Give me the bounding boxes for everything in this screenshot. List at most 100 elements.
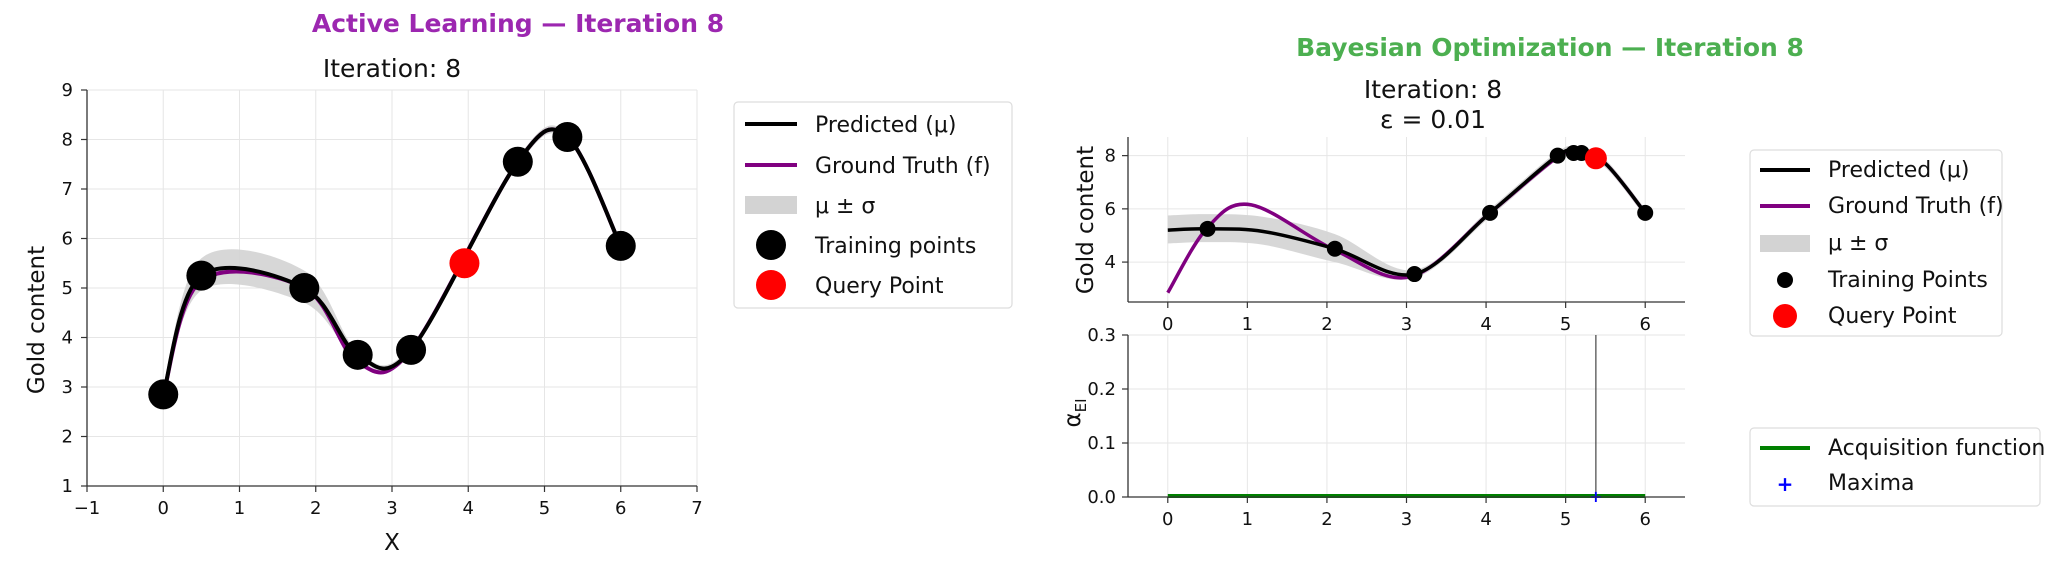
ei-tick-labels: 0 1 2 3 4 5 6 0.0 0.1 0.2 0.3 — [1087, 325, 1651, 530]
bo-ytick-2: 8 — [1105, 146, 1116, 167]
al-ylabel: Gold content — [24, 246, 50, 394]
ei-xtick-3: 3 — [1401, 509, 1412, 530]
al-legend-query: Query Point — [815, 274, 944, 299]
bo-training-point-1 — [1326, 240, 1343, 257]
al-suptitle: Active Learning — Iteration 8 — [312, 9, 724, 38]
active-learning-panel: Active Learning — Iteration 8 Iteration:… — [24, 9, 1013, 556]
bo-tick-labels: 0 1 2 3 4 5 6 4 6 8 — [1105, 146, 1651, 335]
ei-xtick-6: 6 — [1639, 509, 1650, 530]
ei-xtick-0: 0 — [1162, 509, 1173, 530]
al-legend-frame — [733, 101, 1013, 309]
al-ytick-4: 5 — [62, 278, 73, 299]
al-training-point-0 — [148, 379, 179, 410]
bo-band-area — [1167, 145, 1646, 280]
bo-training-point-3 — [1482, 204, 1499, 221]
al-training-point-5 — [502, 146, 533, 177]
bo-legend-query-swatch — [1773, 304, 1797, 328]
al-training-point-7 — [605, 230, 636, 261]
al-xlabel: X — [384, 530, 400, 556]
bayesian-optimization-panel: Bayesian Optimization — Iteration 8 Iter… — [1060, 33, 2045, 530]
bo-legend-frame — [1749, 149, 2003, 337]
bo-legend-truth: Ground Truth (f) — [1828, 194, 2004, 219]
ei-legend-maxima: Maxima — [1828, 471, 1915, 496]
al-legend-band: μ ± σ — [815, 194, 875, 219]
bo-axes-title-line2: ε = 0.01 — [1380, 105, 1486, 134]
ei-legend: Acquisition function + Maxima — [1749, 427, 2045, 507]
bo-ytick-1: 6 — [1105, 199, 1116, 220]
bo-xtick-4: 4 — [1480, 314, 1491, 335]
ei-xtick-1: 1 — [1242, 509, 1253, 530]
al-xtick-4: 3 — [386, 498, 397, 519]
bo-suptitle: Bayesian Optimization — Iteration 8 — [1296, 33, 1804, 62]
al-legend-truth: Ground Truth (f) — [815, 154, 991, 179]
al-query-point — [449, 248, 480, 279]
al-points — [148, 122, 636, 410]
al-xtick-2: 1 — [234, 498, 245, 519]
ei-axes — [1122, 334, 1685, 503]
bo-points — [1199, 144, 1654, 283]
bo-uncertainty-band — [1167, 145, 1646, 280]
al-training-point-2 — [289, 273, 320, 303]
al-ytick-3: 4 — [62, 328, 73, 349]
ei-xtick-5: 5 — [1560, 509, 1571, 530]
al-ytick-1: 2 — [62, 427, 73, 448]
bo-xtick-2: 2 — [1321, 314, 1332, 335]
bo-training-point-7 — [1637, 204, 1654, 221]
al-ytick-6: 7 — [62, 179, 73, 200]
al-band-area — [163, 125, 621, 399]
bo-xtick-5: 5 — [1560, 314, 1571, 335]
bo-legend-band-swatch — [1760, 235, 1810, 252]
al-xtick-3: 2 — [310, 498, 321, 519]
al-xtick-8: 7 — [691, 498, 702, 519]
ei-ytick-1: 0.1 — [1087, 433, 1116, 454]
ei-ytick-2: 0.2 — [1087, 379, 1116, 400]
bo-training-point-2 — [1406, 266, 1423, 283]
ei-ytick-0: 0.0 — [1087, 487, 1116, 508]
al-axes-title: Iteration: 8 — [323, 54, 461, 83]
al-xtick-5: 4 — [463, 498, 474, 519]
bo-legend: Predicted (μ) Ground Truth (f) μ ± σ Tra… — [1749, 149, 2004, 337]
al-legend-training: Training points — [814, 234, 976, 259]
al-ytick-5: 6 — [62, 229, 73, 250]
al-gridlines — [86, 89, 698, 487]
bo-top-ylabel: Gold content — [1073, 146, 1099, 294]
bo-training-point-0 — [1199, 220, 1216, 237]
bo-legend-band: μ ± σ — [1828, 231, 1888, 256]
al-axes — [81, 89, 698, 492]
bo-legend-training-swatch — [1777, 272, 1793, 288]
bo-xtick-1: 1 — [1242, 314, 1253, 335]
al-training-point-1 — [186, 260, 217, 291]
al-training-point-4 — [396, 334, 427, 365]
al-xtick-7: 6 — [615, 498, 626, 519]
bo-xtick-3: 3 — [1401, 314, 1412, 335]
al-uncertainty-band — [163, 125, 621, 399]
al-xtick-6: 5 — [539, 498, 550, 519]
al-legend-training-swatch — [756, 230, 786, 260]
al-legend-query-swatch — [756, 270, 786, 300]
ei-legend-maxima-swatch: + — [1777, 472, 1794, 496]
ei-legend-frame — [1749, 427, 2041, 507]
bo-query-point — [1584, 147, 1607, 170]
ei-gridlines — [1128, 334, 1685, 498]
al-ytick-7: 8 — [62, 130, 73, 151]
bo-legend-predicted: Predicted (μ) — [1828, 158, 1969, 183]
al-legend-band-swatch — [745, 196, 797, 214]
al-tick-labels: −1 0 1 2 3 4 5 6 7 1 2 3 4 5 6 7 8 9 — [62, 80, 703, 519]
al-training-point-6 — [552, 122, 583, 153]
bo-axes — [1122, 137, 1685, 308]
ei-ylabel: αEI — [1060, 398, 1090, 427]
al-training-point-3 — [342, 339, 373, 370]
ei-xtick-4: 4 — [1480, 509, 1491, 530]
al-legend: Predicted (μ) Ground Truth (f) μ ± σ Tra… — [733, 101, 1013, 309]
ei-legend-acq: Acquisition function — [1828, 436, 2045, 461]
al-ytick-8: 9 — [62, 80, 73, 101]
al-xtick-0: −1 — [74, 498, 101, 519]
al-ytick-2: 3 — [62, 377, 73, 398]
ei-xtick-2: 2 — [1321, 509, 1332, 530]
bo-ytick-0: 4 — [1105, 252, 1116, 273]
bo-legend-training: Training Points — [1827, 268, 1988, 293]
bo-legend-query: Query Point — [1828, 304, 1957, 329]
bo-training-point-4 — [1549, 147, 1566, 164]
bo-xtick-6: 6 — [1639, 314, 1650, 335]
